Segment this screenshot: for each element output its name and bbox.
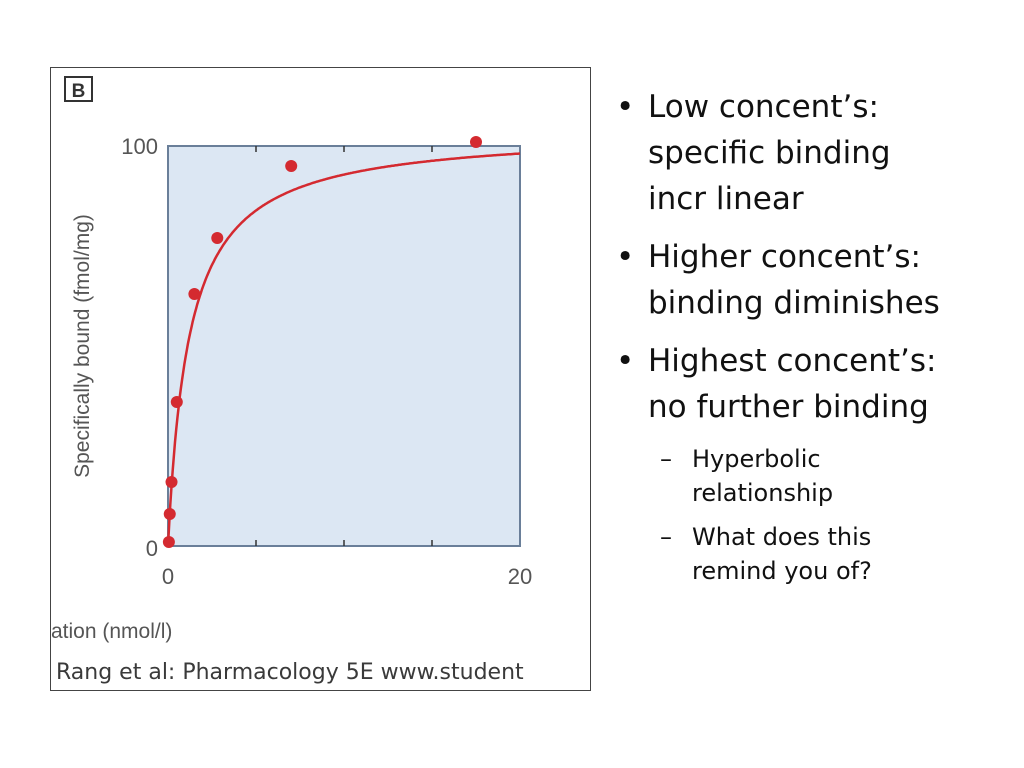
- y-tick-label: 100: [121, 134, 158, 159]
- panel-label-box: [64, 76, 93, 102]
- bullet-list-container: • Low concent’s: specific binding incr line…: [608, 84, 1018, 598]
- x-tick-label: 0: [162, 564, 174, 589]
- bullet-dot-icon: •: [616, 239, 635, 275]
- bullet-item: • Highest concent’s: no further binding: [608, 338, 1018, 430]
- x-tick-label: 20: [508, 564, 532, 589]
- data-point: [470, 136, 482, 148]
- x-axis-label: ation (nmol/l): [51, 620, 172, 643]
- data-point: [188, 288, 201, 300]
- bullet-text-line: Low concent’s:: [648, 89, 879, 125]
- sub-bullet-item: – Hyperbolic relationship: [608, 442, 1018, 510]
- chart-figure: B 100 0 0 20 Specifically bound (fmol/mg) atio…: [50, 67, 591, 691]
- bullet-text-line: relationship: [692, 479, 834, 507]
- bullet-text-line: incr linear: [648, 181, 804, 217]
- y-axis-label: Specifically bound (fmol/mg): [71, 214, 94, 478]
- sub-bullet-dash-icon: –: [660, 445, 672, 473]
- y-tick-label: 0: [146, 536, 158, 561]
- bullet-text-line: binding diminishes: [648, 285, 940, 321]
- bullet-text-line: Higher concent’s:: [648, 239, 921, 275]
- sub-bullet-dash-icon: –: [660, 523, 672, 551]
- bullet-text-line: Highest concent’s:: [648, 343, 937, 379]
- bullet-dot-icon: •: [616, 89, 635, 125]
- bullet-list: • Low concent’s: specific binding incr line…: [608, 84, 1018, 588]
- data-point: [170, 396, 183, 408]
- data-point: [162, 536, 175, 548]
- figure-caption: Rang et al: Pharmacology 5E www.student: [56, 660, 524, 685]
- bullet-dot-icon: •: [616, 343, 635, 379]
- data-point: [285, 160, 298, 172]
- bullet-text-line: What does this: [692, 523, 872, 551]
- bullet-item: • Higher concent’s: binding diminishes: [608, 234, 1018, 326]
- bullet-item: • Low concent’s: specific binding incr line…: [608, 84, 1018, 222]
- panel-label: B: [72, 81, 86, 102]
- bullet-text-line: remind you of?: [692, 557, 872, 585]
- bullet-text-line: specific binding: [648, 135, 891, 171]
- bullet-text-line: no further binding: [648, 389, 929, 425]
- data-point: [165, 476, 178, 488]
- sub-bullet-item: – What does this remind you of?: [608, 520, 1018, 588]
- data-point: [211, 232, 224, 244]
- fit-curve: [166, 152, 521, 547]
- data-point: [163, 508, 176, 520]
- plot-area: [167, 145, 521, 547]
- bullet-text-line: Hyperbolic: [692, 445, 821, 473]
- chart-svg: B 100 00 20 Specifically bound (fmol/mg) atio…: [51, 76, 532, 643]
